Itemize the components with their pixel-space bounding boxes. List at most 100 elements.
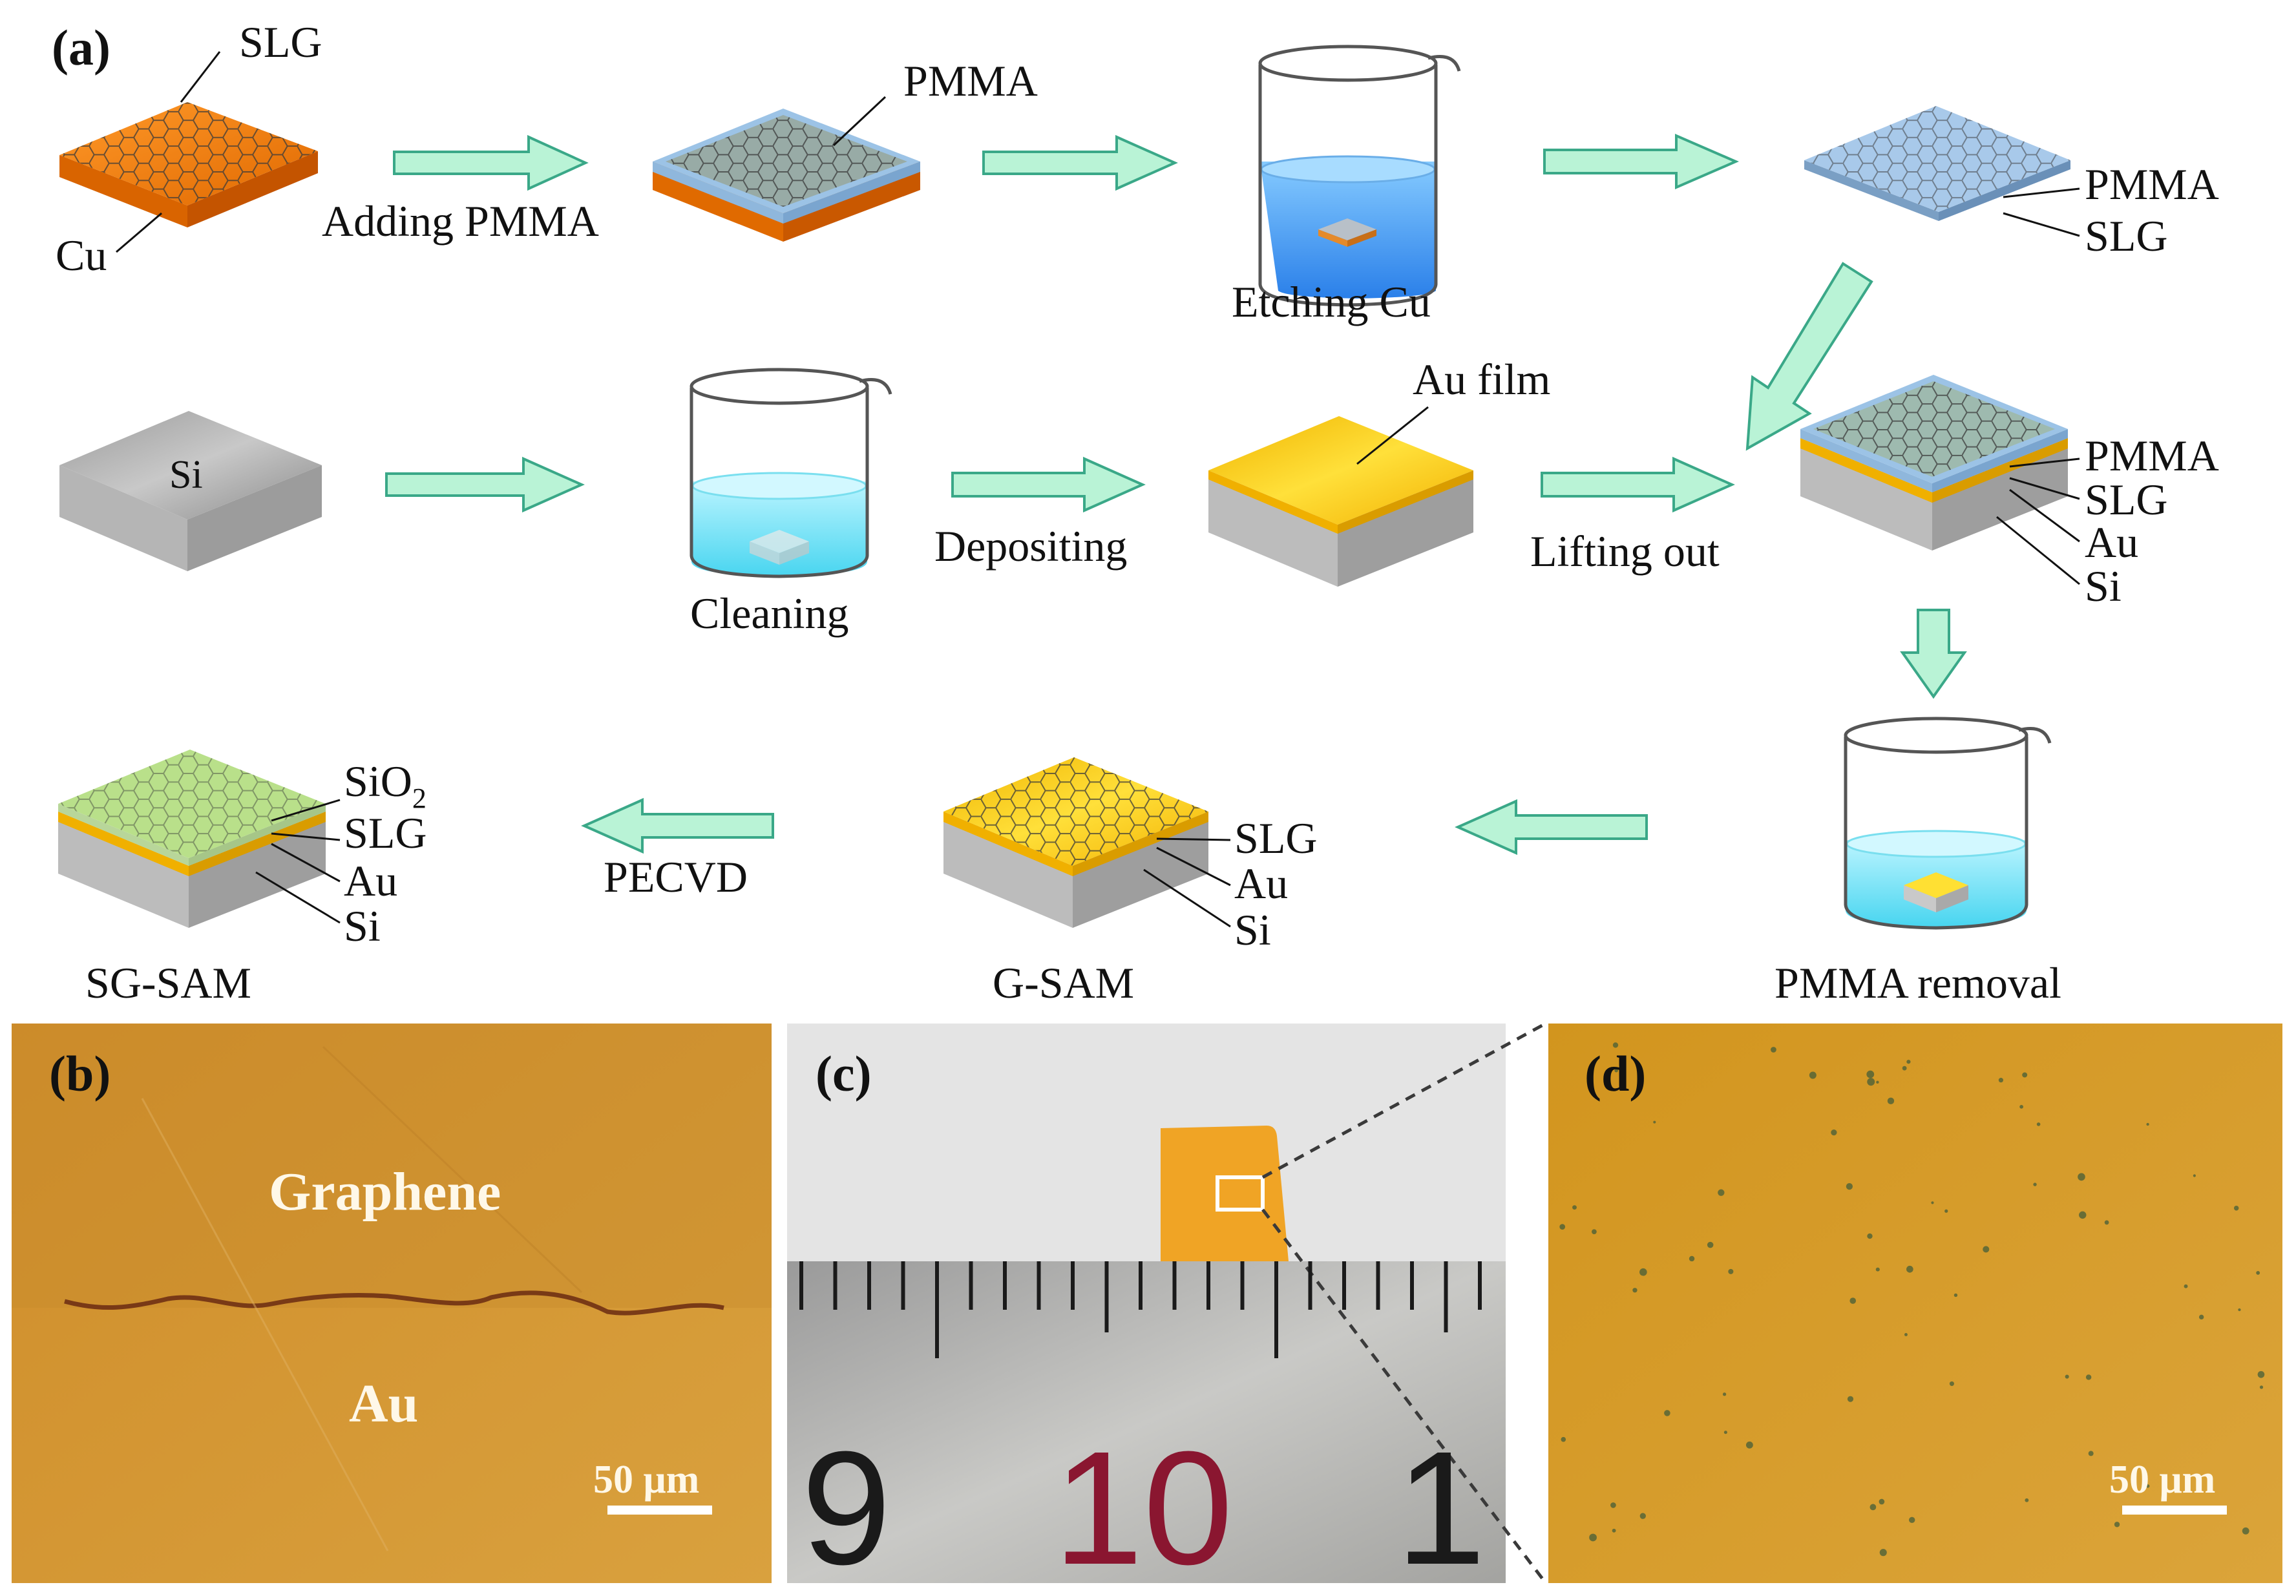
speck [2078,1173,2085,1181]
speck [2198,1314,2204,1320]
au-region-label: Au [349,1374,418,1434]
speck [1909,1517,1915,1524]
speck [1847,1396,1854,1402]
speck [1902,1066,1907,1071]
panel-d-photo [1548,1024,2282,1583]
panel-d-scale-bar: 50 μm [2109,1458,2215,1502]
speck [1866,1070,1875,1078]
panel-b-scale-bar: 50 μm [593,1458,699,1502]
speck [2088,1451,2094,1456]
speck [1653,1120,1656,1124]
gsam-name: G-SAM [993,958,1134,1007]
speck [1707,1241,1714,1248]
speck [1589,1533,1597,1542]
speck [1949,1381,1954,1386]
step-pecvd: PECVD [604,852,748,901]
speck [1875,1267,1880,1272]
arrow-right-1 [393,134,589,191]
speck [1879,1549,1887,1557]
pmma-slg-cu-sample [653,109,920,242]
step-lifting-out: Lifting out [1530,527,1720,576]
beaker-pmma-removal [1844,717,2052,930]
speck [1944,1209,1948,1213]
arrow-diagonal [1745,262,1873,451]
speck [2259,1385,2264,1389]
sgsam-layer-sio2: SiO2 [344,757,427,814]
speck [1809,1071,1817,1079]
arrow-right-5 [951,456,1146,513]
si-label: Si [169,453,203,497]
speck [1879,1498,1885,1505]
pmma-slg-au-si-stack [1800,375,2068,551]
gsam-layer-si: Si [1234,905,1271,954]
graphene-label: Graphene [269,1162,501,1222]
speck [2114,1522,2120,1528]
panel-c-photo [787,1022,1547,1584]
sgsam-sample [58,750,326,928]
speck [2036,1122,2041,1126]
speck [2025,1498,2029,1502]
ruler-number-9: 9 [801,1418,891,1596]
speck [1869,1504,1877,1511]
panel-a-label: (a) [52,19,111,76]
pmma-slg-film [1804,106,2070,221]
speck [1831,1129,1837,1136]
sgsam-layer-si: Si [344,901,381,950]
speck [1876,1080,1879,1084]
speck [1887,1097,1895,1105]
speck [2146,1122,2149,1126]
speck [2079,1211,2087,1219]
au-film-sample [1208,416,1473,587]
panel-d-label: (d) [1585,1045,1646,1102]
speck [1610,1502,1616,1508]
ruler-number-1: 1 [1396,1418,1486,1596]
stack-layer-slg: SLG [2085,475,2167,524]
ruler-ticks [799,1261,1482,1358]
panel-b-photo [12,1024,772,1583]
speck [1572,1205,1577,1210]
speck [1639,1513,1646,1519]
speck [2257,1370,2265,1378]
gsam-layer-au: Au [1234,859,1288,908]
speck [1561,1436,1566,1442]
speck [2146,1484,2150,1488]
speck [2104,1220,2109,1225]
speck [1867,1233,1873,1239]
si-sample [59,411,322,571]
speck [2022,1072,2028,1078]
speck [2065,1374,2069,1379]
speck [1728,1268,1734,1274]
cu-slg-sample [59,102,318,227]
arrow-right-3 [1543,133,1740,190]
stack-layer-au: Au [2085,518,2138,567]
speck [1718,1189,1725,1196]
panel-c-label: (c) [816,1045,872,1102]
speck [1559,1224,1566,1230]
beaker-etching [1258,45,1461,307]
step-etching-cu: Etching Cu [1232,277,1431,326]
beaker-cleaning [690,368,892,578]
speck [2256,1270,2260,1275]
speck [1954,1293,1958,1297]
sgsam-layer-au: Au [344,856,397,905]
gsam-layer-slg: SLG [1234,814,1317,863]
arrow-left-2 [581,797,774,854]
sgsam-layer-slg: SLG [344,808,427,857]
speck [1639,1268,1647,1276]
speck [1592,1229,1597,1235]
speck [1614,1069,1618,1073]
callout-film-pmma: PMMA [2085,160,2219,209]
zoom-region-box [1216,1175,1265,1212]
speck [1664,1410,1670,1416]
callout-slg: SLG [239,17,322,67]
speck [2019,1104,2024,1109]
speck [2085,1374,2092,1380]
speck [2184,1284,2188,1288]
speck [1849,1297,1857,1304]
speck [1689,1255,1695,1262]
stack-layer-pmma: PMMA [2085,431,2219,480]
ruler-number-10: 10 [1053,1418,1233,1596]
arrow-right-2 [982,134,1178,191]
speck [2242,1527,2249,1535]
